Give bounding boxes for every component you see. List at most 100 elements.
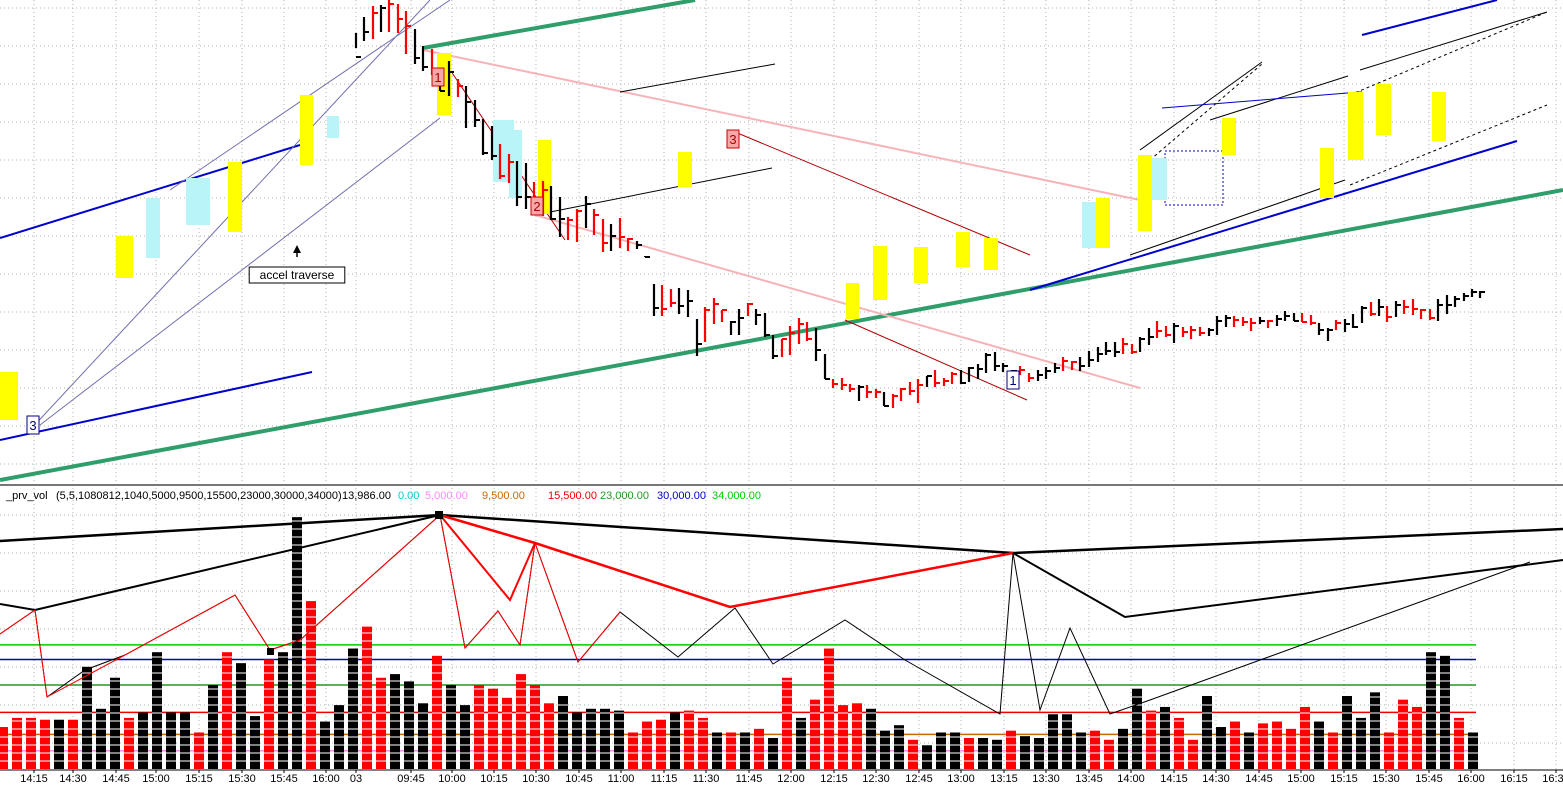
volume-bar <box>1398 699 1408 769</box>
volume-bar <box>362 626 372 769</box>
volume-bar <box>348 648 358 769</box>
axis-tick-label: 03 <box>350 773 362 785</box>
volume-bar <box>866 708 876 769</box>
highlight-box <box>228 162 242 232</box>
level-label-0: 0.00 <box>398 490 419 502</box>
volume-bar <box>1384 732 1394 769</box>
volume-bar <box>544 703 554 769</box>
axis-tick-label: 15:15 <box>1330 773 1358 785</box>
volume-bar <box>754 728 764 769</box>
axis-tick-label: 16:00 <box>1457 773 1485 785</box>
trendline <box>1149 63 1263 161</box>
volume-bar <box>684 710 694 769</box>
volume-bar <box>222 652 232 769</box>
time-axis: 14:15 14:30 14:45 15:00 15:15 15:30 15:45 16:00… <box>0 769 1563 785</box>
volume-bar <box>1090 730 1100 769</box>
volume-bar <box>558 696 568 769</box>
volume-bar <box>1118 728 1128 769</box>
volume-bar <box>1076 732 1086 769</box>
highlight-box <box>1432 92 1446 141</box>
volume-bar <box>852 703 862 769</box>
trendline <box>39 117 441 426</box>
axis-tick-label: 11:45 <box>736 773 763 785</box>
volume-bar <box>726 732 736 769</box>
volume-bar <box>12 717 22 769</box>
highlight-box <box>984 238 998 270</box>
axis-tick-label: 16:30 <box>1542 773 1563 785</box>
volume-bar <box>96 708 106 769</box>
wave-label: 1 <box>434 70 441 85</box>
arrow-up-icon <box>293 245 301 253</box>
axis-tick-label: 16:00 <box>312 773 340 785</box>
volume-bar <box>82 666 92 769</box>
highlight-box <box>538 140 551 214</box>
highlight-box <box>678 152 692 187</box>
trendline <box>1209 75 1349 121</box>
axis-tick-label: 11:15 <box>651 773 678 785</box>
volume-bar <box>1202 696 1212 769</box>
axis-tick-label: 15:30 <box>1372 773 1400 785</box>
axis-tick-label: 12:45 <box>905 773 933 785</box>
volume-bar <box>152 652 162 769</box>
axis-tick-label: 15:00 <box>142 773 170 785</box>
axis-tick-label: 14:45 <box>102 773 130 785</box>
trendline <box>844 319 1028 401</box>
volume-trendline <box>439 514 536 602</box>
axis-tick-label: 15:15 <box>185 773 213 785</box>
volume-bar <box>68 719 78 769</box>
volume-bar <box>810 699 820 769</box>
volume-bar <box>264 659 274 769</box>
highlight-box <box>146 198 160 258</box>
axis-tick-label: 14:15 <box>1160 773 1188 785</box>
highlight-box <box>1348 92 1363 160</box>
trendlines <box>0 0 1563 482</box>
volume-bar <box>628 732 638 769</box>
volume-bar <box>418 703 428 769</box>
volume-bar <box>292 517 302 769</box>
volume-bar <box>1062 714 1072 769</box>
volume-bar <box>656 719 666 769</box>
volume-bar <box>1370 692 1380 769</box>
trendline <box>422 0 696 50</box>
highlight-box <box>1096 198 1110 248</box>
volume-bar <box>278 652 288 769</box>
highlight-box <box>846 283 859 319</box>
volume-trendline <box>0 513 1563 555</box>
axis-tick-label: 10:15 <box>480 773 508 785</box>
volume-bar <box>166 712 176 769</box>
volume-bar <box>1454 717 1464 769</box>
volume-bar <box>1342 696 1352 769</box>
highlight-box <box>1376 84 1391 135</box>
wave-label: 2 <box>533 199 540 214</box>
highlight-box <box>116 236 133 278</box>
volume-bar <box>670 712 680 769</box>
trendline <box>1161 91 1362 109</box>
axis-tick-label: 11:00 <box>608 773 635 785</box>
axis-tick-label: 14:30 <box>1202 773 1230 785</box>
volume-bar <box>208 685 218 769</box>
volume-bar <box>40 719 50 769</box>
volume-bar <box>530 685 540 769</box>
volume-bar <box>516 674 526 769</box>
trendline <box>534 167 773 216</box>
volume-bar <box>1160 706 1170 769</box>
volume-bar <box>306 601 316 769</box>
annotations: 1 2 3 1 3 accel traverse <box>26 67 1020 435</box>
volume-bar <box>26 717 36 769</box>
highlight-box <box>914 247 928 283</box>
volume-bar <box>1258 723 1268 769</box>
volume-bar <box>474 685 484 769</box>
price-bars <box>354 0 1485 408</box>
volume-bar <box>600 708 610 769</box>
trendline <box>734 131 1031 256</box>
axis-tick-label: 12:30 <box>862 773 890 785</box>
volume-bar <box>572 712 582 769</box>
highlight-box <box>1082 202 1096 248</box>
volume-bar <box>782 677 792 769</box>
axis-tick-label: 15:45 <box>1415 773 1443 785</box>
volume-bar <box>922 745 932 769</box>
volume-bar <box>950 732 960 769</box>
highlight-box <box>1222 118 1236 155</box>
level-label-3: 15,500.00 <box>548 490 597 502</box>
volume-bar <box>54 719 64 769</box>
